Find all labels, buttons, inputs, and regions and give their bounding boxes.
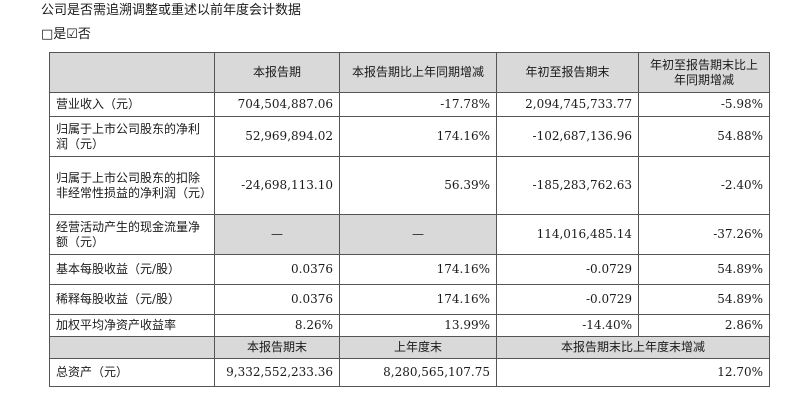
row-label: 稀释每股收益（元/股） — [49, 284, 215, 315]
row-label: 加权平均净资产收益率 — [49, 314, 215, 337]
table-header-row-2: 本报告期末 上年度末 本报告期末比上年度末增减 — [49, 336, 770, 359]
table-cell: 52,969,894.02 — [214, 116, 340, 157]
table-cell: -0.0729 — [496, 254, 639, 285]
table-cell: 12.70% — [496, 358, 770, 387]
table-cell: 2,094,745,733.77 — [496, 92, 639, 117]
table-row: 归属于上市公司股东的净利润（元） 52,969,894.02 174.16% -… — [49, 116, 770, 157]
table-row: 基本每股收益（元/股） 0.0376 174.16% -0.0729 54.89… — [49, 254, 770, 285]
header-cell: 年初至报告期末比上年同期增减 — [638, 52, 770, 93]
table-row: 经营活动产生的现金流量净额（元） — — 114,016,485.14 -37.… — [49, 214, 770, 255]
table-cell: 114,016,485.14 — [496, 214, 639, 255]
table-cell: 54.89% — [638, 254, 770, 285]
row-label: 归属于上市公司股东的净利润（元） — [49, 116, 215, 157]
row-label: 归属于上市公司股东的扣除非经常性损益的净利润（元） — [49, 156, 215, 215]
row-label: 总资产（元） — [49, 358, 215, 387]
table-cell: -17.78% — [339, 92, 497, 117]
table-cell: 174.16% — [339, 254, 497, 285]
table-cell: -2.40% — [638, 156, 770, 215]
table-cell: 13.99% — [339, 314, 497, 337]
header-cell — [49, 336, 215, 359]
table-cell: 2.86% — [638, 314, 770, 337]
table-cell: -37.26% — [638, 214, 770, 255]
header-cell — [49, 52, 215, 93]
header-cell: 年初至报告期末 — [496, 52, 639, 93]
table-cell: 704,504,887.06 — [214, 92, 340, 117]
restatement-choice: □是☑否 — [41, 27, 91, 42]
table-cell: -0.0729 — [496, 284, 639, 315]
row-label: 基本每股收益（元/股） — [49, 254, 215, 285]
row-label: 营业收入（元） — [49, 92, 215, 117]
section-heading: 公司是否需追溯调整或重述以前年度会计数据 — [41, 3, 302, 18]
table-cell: 0.0376 — [214, 284, 340, 315]
table-cell: 174.16% — [339, 284, 497, 315]
table-cell: -5.98% — [638, 92, 770, 117]
table-cell: 56.39% — [339, 156, 497, 215]
table-cell: 174.16% — [339, 116, 497, 157]
table-cell: -24,698,113.10 — [214, 156, 340, 215]
table-cell: -102,687,136.96 — [496, 116, 639, 157]
header-cell: 本报告期末 — [214, 336, 340, 359]
table-cell: 54.89% — [638, 284, 770, 315]
table-cell: 8,280,565,107.75 — [339, 358, 497, 387]
table-cell: 9,332,552,233.36 — [214, 358, 340, 387]
row-label: 经营活动产生的现金流量净额（元） — [49, 214, 215, 255]
header-cell: 本报告期 — [214, 52, 340, 93]
table-row: 营业收入（元） 704,504,887.06 -17.78% 2,094,745… — [49, 92, 770, 117]
table-row: 归属于上市公司股东的扣除非经常性损益的净利润（元） -24,698,113.10… — [49, 156, 770, 215]
header-cell: 本报告期比上年同期增减 — [339, 52, 497, 93]
table-cell: 54.88% — [638, 116, 770, 157]
table-row: 加权平均净资产收益率 8.26% 13.99% -14.40% 2.86% — [49, 314, 770, 337]
financial-data-table: 本报告期 本报告期比上年同期增减 年初至报告期末 年初至报告期末比上年同期增减 … — [49, 52, 770, 387]
table-cell: — — [214, 214, 340, 255]
header-cell: 本报告期末比上年度末增减 — [496, 336, 770, 359]
table-cell: 8.26% — [214, 314, 340, 337]
table-row: 总资产（元） 9,332,552,233.36 8,280,565,107.75… — [49, 358, 770, 387]
table-header-row: 本报告期 本报告期比上年同期增减 年初至报告期末 年初至报告期末比上年同期增减 — [49, 52, 770, 93]
table-cell: -14.40% — [496, 314, 639, 337]
table-cell: 0.0376 — [214, 254, 340, 285]
table-cell: -185,283,762.63 — [496, 156, 639, 215]
table-cell: — — [339, 214, 497, 255]
table-row: 稀释每股收益（元/股） 0.0376 174.16% -0.0729 54.89… — [49, 284, 770, 315]
header-cell: 上年度末 — [339, 336, 497, 359]
